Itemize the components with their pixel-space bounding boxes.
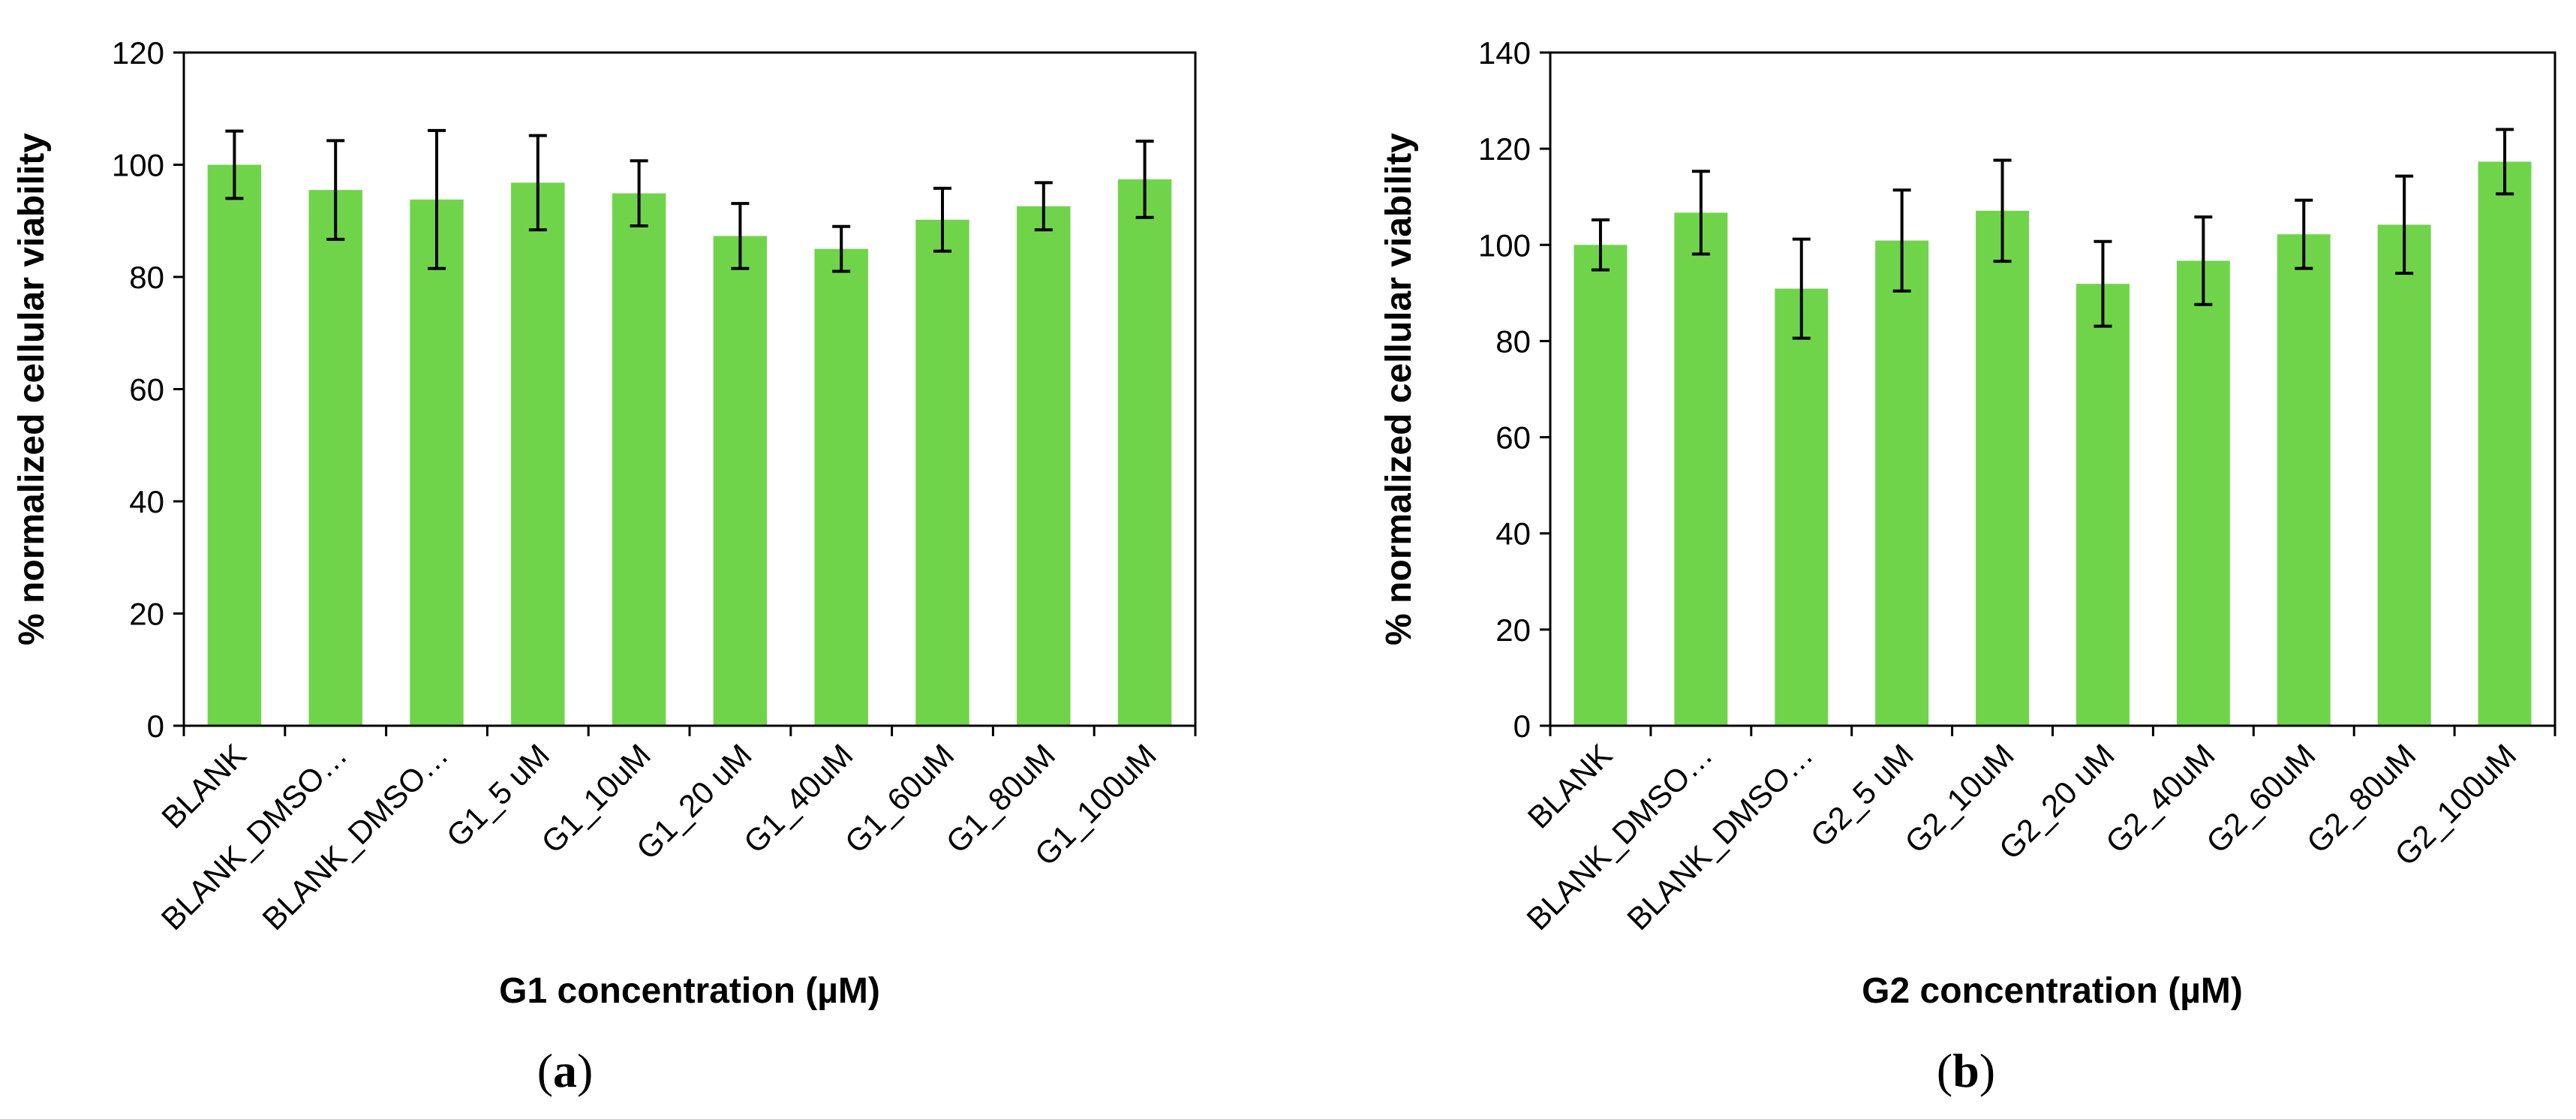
x-tick-label: BLANK_DMSO… — [1519, 737, 1719, 937]
bar — [2478, 161, 2532, 726]
bar — [207, 164, 262, 726]
error-bar — [326, 139, 345, 241]
y-tick-label: 140 — [1478, 35, 1531, 71]
error-bar — [832, 224, 851, 273]
chart-a: 0 20 40 60 80 100 120 BLANKBLANK_DMSO…BLANK_DMS… — [12, 35, 1197, 1011]
y-tick-label: 0 — [1513, 708, 1531, 744]
x-tick-label: G2_60uM — [2199, 737, 2322, 860]
x-tick-label: BLANK_DMSO… — [255, 737, 455, 937]
y-tick-label: 40 — [1495, 516, 1531, 552]
error-bar — [2094, 239, 2112, 328]
error-bar — [2194, 215, 2213, 306]
bar — [612, 193, 666, 726]
bar — [511, 182, 565, 726]
y-tick-label: 40 — [129, 484, 164, 519]
y-axis-title: % normalized cellular viability — [12, 133, 52, 645]
error-bar — [1993, 158, 2012, 263]
y-tick-label: 80 — [129, 260, 164, 295]
bar — [2176, 260, 2230, 726]
x-axis-title: G2 concentration (µM) — [1862, 971, 2243, 1011]
bar — [1017, 206, 1071, 726]
bar — [2277, 234, 2331, 726]
error-bar — [1691, 170, 1710, 256]
error-bar — [2295, 198, 2313, 270]
y-tick-label: 120 — [112, 35, 164, 71]
y-tick-label: 60 — [129, 372, 164, 408]
error-bar — [1135, 140, 1154, 219]
bar — [814, 248, 868, 726]
y-tick-label: 80 — [1495, 323, 1531, 359]
y-tick-label: 120 — [1478, 131, 1531, 167]
x-tick-label: BLANK_DMSO… — [1620, 737, 1820, 937]
x-tick-label: G2_40uM — [2099, 737, 2222, 860]
error-bar — [1591, 218, 1610, 272]
y-tick-label: 60 — [1495, 420, 1531, 456]
bar — [915, 219, 969, 726]
bar — [1674, 212, 1728, 726]
bar — [713, 236, 768, 726]
x-axis-title: G1 concentration (µM) — [499, 971, 880, 1011]
error-bar — [225, 129, 244, 200]
bar — [308, 190, 362, 726]
error-bar — [933, 186, 951, 253]
error-bar — [1034, 181, 1053, 232]
error-bar — [2395, 174, 2414, 275]
error-bar — [2496, 128, 2514, 196]
panel-label-a: (a) — [537, 1044, 594, 1097]
error-bar — [731, 202, 750, 270]
y-tick-label: 0 — [147, 708, 164, 744]
bar — [410, 199, 464, 726]
x-tick-label: BLANK_DMSO… — [155, 737, 354, 937]
error-bar — [528, 134, 547, 232]
bar — [1775, 288, 1829, 726]
bar — [1574, 245, 1628, 726]
error-bar — [630, 159, 648, 227]
error-bar — [1792, 237, 1811, 340]
bar — [2377, 224, 2431, 726]
chart-b: 0 20 40 60 80 100 120 140 BLANKBLANK_DMSO…BLANK_… — [1379, 35, 2556, 1011]
bar — [1976, 210, 2030, 726]
error-bar — [1892, 188, 1911, 293]
bar — [1117, 179, 1172, 726]
bar — [2076, 284, 2130, 726]
x-tick-label: G1_40uM — [737, 737, 860, 860]
y-tick-label: 20 — [129, 597, 164, 632]
y-tick-label: 20 — [1495, 612, 1531, 648]
x-tick-label: BLANK — [1521, 737, 1619, 835]
error-bar — [428, 128, 446, 270]
bar — [1875, 240, 1929, 726]
x-tick-label: BLANK — [155, 737, 253, 835]
panel-label-b: (b) — [1937, 1044, 1995, 1097]
y-axis-title: % normalized cellular viability — [1379, 133, 1419, 645]
y-tick-label: 100 — [1478, 227, 1531, 263]
x-tick-label: G1_60uM — [838, 737, 961, 860]
y-tick-label: 100 — [112, 148, 164, 183]
